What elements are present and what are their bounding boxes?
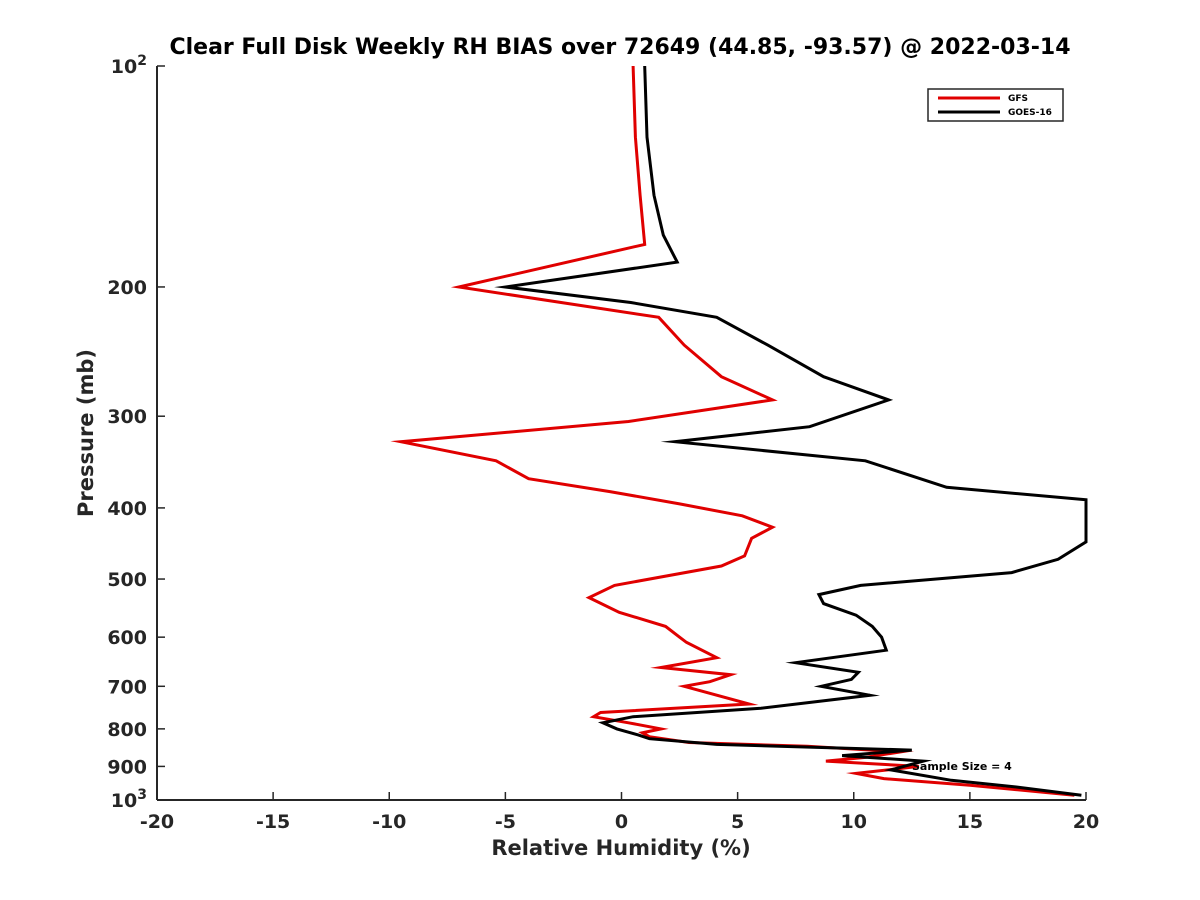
legend-label-gfs: GFS: [1008, 94, 1028, 104]
y-axis-title: Pressure (mb): [74, 349, 98, 517]
axis-ticks: -20 -15 -10 -5 0 5 10 15 20 102 200 300 400 500 600 700…: [107, 53, 1099, 833]
y-tick-label: 400: [107, 498, 147, 520]
legend-box: [927, 88, 1064, 122]
x-tick-label: 15: [957, 811, 983, 833]
y-tick-label: 800: [107, 719, 147, 741]
x-tick-label: 10: [841, 811, 867, 833]
y-tick-label: 300: [107, 406, 147, 428]
y-tick-label: 102: [111, 53, 147, 78]
series-line-goes-16: [494, 65, 1088, 797]
y-tick-label: 200: [107, 277, 147, 299]
chart-title: Clear Full Disk Weekly RH BIAS over 7264…: [169, 35, 1070, 60]
sample-size-annotation: Sample Size = 4: [912, 760, 1012, 773]
x-tick-label: -10: [372, 811, 406, 833]
x-tick-label: -5: [495, 811, 516, 833]
legend: GFS GOES-16: [927, 88, 1064, 122]
legend-label-goes-16: GOES-16: [1008, 108, 1052, 118]
x-tick-label: -15: [256, 811, 290, 833]
x-tick-label: -20: [140, 811, 174, 833]
x-tick-label: 20: [1073, 811, 1099, 833]
y-tick-label: 900: [107, 756, 147, 778]
y-tick-label: 103: [111, 787, 147, 812]
plot-area: [156, 65, 1088, 801]
series-line-gfs: [390, 65, 1075, 797]
x-tick-label: 0: [615, 811, 628, 833]
x-axis-title: Relative Humidity (%): [491, 836, 750, 860]
y-tick-label: 500: [107, 569, 147, 591]
y-tick-label: 600: [107, 627, 147, 649]
y-tick-label: 700: [107, 676, 147, 698]
x-tick-label: 5: [731, 811, 744, 833]
